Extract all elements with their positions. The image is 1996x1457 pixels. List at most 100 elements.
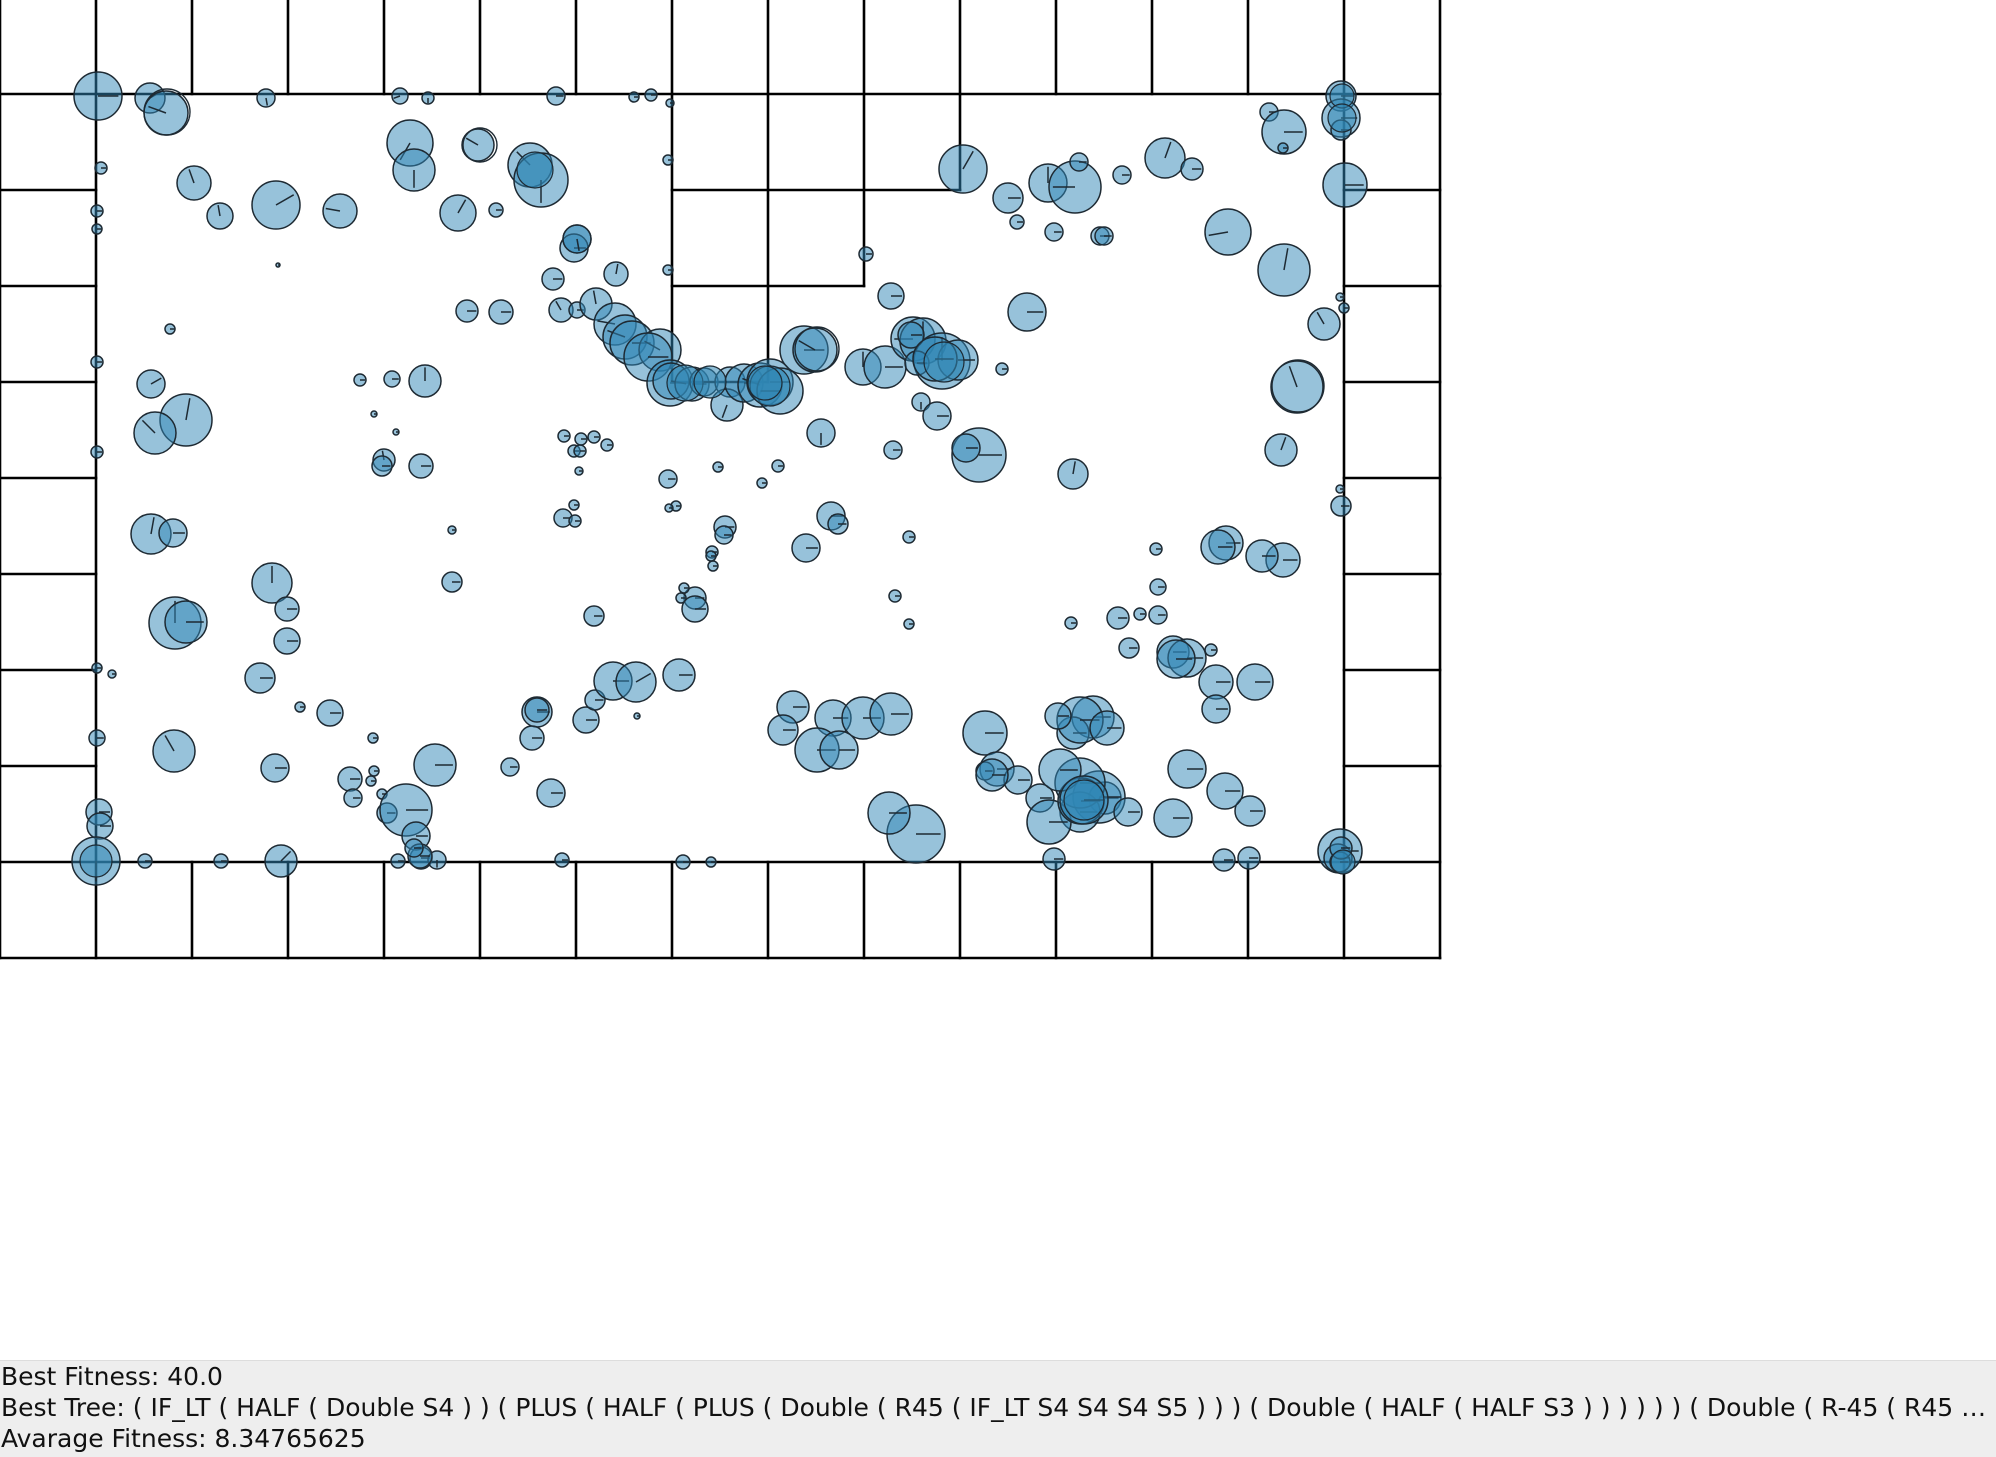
agent [583,605,605,627]
agent [91,223,103,235]
agent-ghost [462,127,498,163]
agent [867,791,911,835]
agent [256,88,276,108]
agent [1335,292,1345,302]
agent [1167,749,1207,789]
agent [806,418,836,448]
agent [1277,142,1289,154]
agent [1089,710,1125,746]
agent-heading [1288,365,1298,388]
agent-ghost [143,88,191,136]
agent-cluster [79,844,113,878]
agent [1057,458,1089,490]
agent-heading [150,377,162,385]
agent [1048,160,1102,214]
agent [1234,795,1266,827]
agent-heading [615,263,619,275]
agent [1153,798,1193,838]
agent [767,714,799,746]
agent [572,706,600,734]
agent [951,433,981,463]
agent-cluster [1063,779,1105,821]
agent [413,743,457,787]
agent-heading [150,517,155,535]
agent [90,445,104,459]
agent [705,856,717,868]
agent [164,323,176,335]
agent [1200,529,1236,565]
best-tree-label: Best Tree: [1,1393,125,1422]
best-fitness-line: Best Fitness: 40.0 [1,1361,223,1393]
agent [390,853,406,869]
agent [1156,639,1196,679]
agent [1212,848,1236,872]
agent [562,224,592,254]
agent [1236,663,1274,701]
agent [164,600,208,644]
agent [600,438,614,452]
agent [1064,616,1078,630]
agent [903,618,915,630]
agent-heading [217,204,221,217]
agent-heading [185,398,191,421]
agent-heading [1316,311,1325,325]
average-fitness-value: 8.34765625 [214,1424,366,1453]
agent [1044,702,1072,730]
agent [408,364,442,398]
agent [316,699,344,727]
agent [1009,214,1025,230]
agent-heading [798,339,816,351]
agent-heading [1280,436,1287,451]
simulation-arena [0,0,1442,960]
agent [675,854,691,870]
agent [541,267,565,291]
agent [1204,208,1252,256]
agent [137,853,153,869]
agent [392,428,400,436]
agent-heading [721,404,728,419]
agent-cluster [516,151,554,189]
agent [367,732,379,744]
status-panel: Best Fitness: 40.0 Best Tree: ( IF_LT ( … [0,1360,1996,1457]
agent [681,595,709,623]
agent [1042,847,1066,871]
agent [244,662,276,694]
agent [554,852,570,868]
agent [439,194,477,232]
agent [275,262,281,268]
agent [136,369,166,399]
agent [404,838,424,858]
agent-heading [1283,248,1289,271]
agent [251,180,301,230]
agent [568,499,580,511]
agent-heading [555,300,562,311]
agent-heading [457,199,467,214]
agent [1007,292,1047,332]
agent-heading [393,95,401,100]
agent-layer [71,71,1368,886]
agent [524,697,550,723]
agent [975,758,1009,792]
agent [1330,495,1352,517]
agent [1206,772,1244,810]
agent [1201,694,1231,724]
agent [662,264,674,276]
agent [1149,542,1163,556]
agent [251,562,293,604]
agent-heading [592,290,597,305]
agent-cluster [693,365,727,399]
agent [869,692,913,736]
agent [557,429,571,443]
agent [1148,605,1168,625]
agent [888,589,902,603]
agent [678,582,690,594]
agent-heading [325,207,341,212]
agent [662,658,696,692]
agent [574,432,588,446]
agent-heading [1164,141,1172,159]
agent [371,455,393,477]
agent [158,518,188,548]
agent [107,669,117,679]
agent [447,525,457,535]
agent-heading [1208,231,1229,237]
